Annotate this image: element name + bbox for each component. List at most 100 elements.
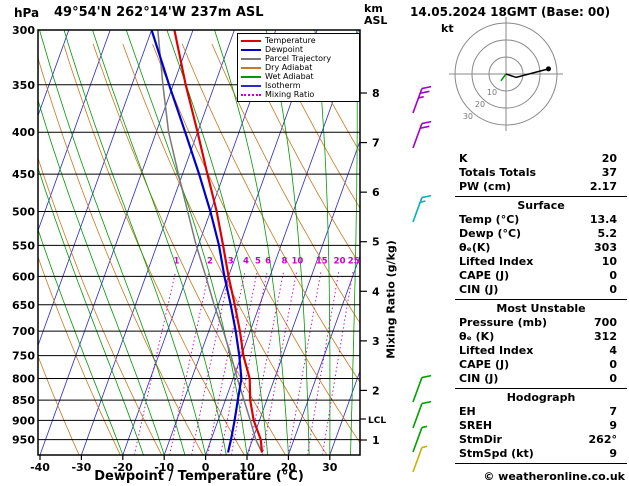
altitude-unit-km: km bbox=[364, 2, 383, 15]
panel-separator bbox=[455, 388, 627, 389]
panel-separator bbox=[455, 463, 627, 464]
panel-row-label: CIN (J) bbox=[459, 372, 499, 385]
wind-barb bbox=[412, 120, 432, 149]
pressure-tick-label: 750 bbox=[12, 350, 35, 363]
panel-row: StmDir 262° bbox=[455, 433, 627, 447]
panel-row: Pressure (mb) 700 bbox=[455, 316, 627, 330]
wind-barb bbox=[412, 400, 432, 429]
legend-label: Mixing Ratio bbox=[265, 90, 315, 99]
legend-line-sample bbox=[241, 39, 261, 42]
panel-row-label: SREH bbox=[459, 419, 493, 432]
temperature-tick-label: -40 bbox=[30, 461, 50, 474]
hodograph-trace bbox=[505, 68, 549, 79]
altitude-unit-asl: ASL bbox=[364, 14, 388, 27]
pressure-tick-label: 400 bbox=[12, 126, 35, 139]
wind-barb bbox=[412, 194, 432, 223]
panel-row: SREH 9 bbox=[455, 419, 627, 433]
km-tick-label: 5 bbox=[372, 236, 380, 249]
mixing-ratio-value-label: 10 bbox=[291, 256, 303, 266]
pressure-tick-label: 800 bbox=[12, 373, 35, 386]
panel-row-label: θₑ (K) bbox=[459, 330, 495, 343]
wind-barb bbox=[412, 425, 428, 453]
mixing-ratio-value-label: 5 bbox=[255, 256, 261, 266]
legend-line-sample bbox=[241, 75, 261, 78]
panel-row: EH 7 bbox=[455, 405, 627, 419]
plot-border bbox=[37, 29, 361, 456]
temperature-tick-label: -10 bbox=[154, 461, 174, 474]
datetime-title: 14.05.2024 18GMT (Base: 00) bbox=[410, 5, 611, 19]
panel-row-value: 10 bbox=[601, 255, 617, 268]
panel-row-label: Lifted Index bbox=[459, 344, 534, 357]
panel-row-value: 262° bbox=[588, 433, 617, 446]
parcel-trajectory-curve bbox=[157, 30, 263, 453]
km-tick-label: 2 bbox=[372, 384, 380, 397]
station-title: 49°54'N 262°14'W 237m ASL bbox=[54, 5, 264, 20]
temperature-tick-label: -20 bbox=[113, 461, 133, 474]
panel-row-label: K bbox=[459, 152, 468, 165]
km-tick-label: 6 bbox=[372, 186, 380, 199]
hodograph-ring-label: 30 bbox=[463, 112, 473, 121]
panel-row: Lifted Index 10 bbox=[455, 255, 627, 269]
pressure-tick-label: 350 bbox=[12, 79, 35, 92]
panel-row-value: 9 bbox=[609, 419, 617, 432]
km-tick-label: 4 bbox=[372, 285, 380, 298]
wind-barb bbox=[412, 445, 428, 473]
panel-section-title: Hodograph bbox=[506, 391, 576, 404]
panel-row-value: 37 bbox=[601, 166, 617, 179]
panel-row-value: 9 bbox=[609, 447, 617, 460]
pressure-axis-unit: hPa bbox=[14, 6, 40, 20]
panel-row: K 20 bbox=[455, 152, 627, 166]
x-axis-label: Dewpoint / Temperature (°C) bbox=[94, 469, 304, 484]
pressure-tick-label: 450 bbox=[12, 168, 35, 181]
panel-row-label: StmDir bbox=[459, 433, 502, 446]
panel-row-label: Totals Totals bbox=[459, 166, 537, 179]
pressure-tick-label: 550 bbox=[12, 239, 35, 252]
legend-label: Temperature bbox=[265, 36, 316, 45]
storm-motion-marker bbox=[546, 66, 551, 72]
hodograph-low-trace bbox=[500, 73, 507, 82]
panel-row-label: Temp (°C) bbox=[459, 213, 520, 226]
wind-barb bbox=[412, 374, 432, 403]
panel-separator bbox=[455, 196, 627, 197]
sounding-curves bbox=[150, 30, 264, 453]
pressure-tick-label: 650 bbox=[12, 299, 35, 312]
hodograph-unit-label: kt bbox=[441, 22, 454, 35]
copyright-text: © weatheronline.co.uk bbox=[483, 470, 625, 483]
panel-row: StmSpd (kt) 9 bbox=[455, 447, 627, 461]
pressure-tick-label: 900 bbox=[12, 414, 35, 427]
panel-separator bbox=[455, 299, 627, 300]
panel-row-label: StmSpd (kt) bbox=[459, 447, 534, 460]
km-tick-label: 1 bbox=[372, 434, 380, 447]
legend-label: Dewpoint bbox=[265, 45, 304, 54]
temperature-tick-label: -30 bbox=[71, 461, 91, 474]
panel-section-title: Most Unstable bbox=[496, 302, 586, 315]
wind-barb bbox=[412, 85, 432, 114]
mixing-ratio-value-label: 8 bbox=[281, 256, 287, 266]
panel-row-value: 0 bbox=[609, 372, 617, 385]
legend-line-sample bbox=[241, 93, 261, 96]
panel-row: Totals Totals 37 bbox=[455, 166, 627, 180]
panel-row: Lifted Index 4 bbox=[455, 344, 627, 358]
panel-row-value: 7 bbox=[609, 405, 617, 418]
panel-row-label: Lifted Index bbox=[459, 255, 534, 268]
panel-row-value: 20 bbox=[601, 152, 617, 165]
panel-row-value: 5.2 bbox=[597, 227, 618, 240]
dewpoint-curve bbox=[150, 30, 243, 453]
mixing-ratio-value-label: 4 bbox=[243, 256, 249, 266]
panel-row: CAPE (J) 0 bbox=[455, 358, 627, 372]
panel-row-label: Dewp (°C) bbox=[459, 227, 522, 240]
panel-row: CIN (J) 0 bbox=[455, 283, 627, 297]
mixing-ratio-axis-label: Mixing Ratio (g/kg) bbox=[384, 240, 398, 359]
panel-row-value: 312 bbox=[594, 330, 617, 343]
pressure-tick-label: 500 bbox=[12, 206, 35, 219]
mixing-ratio-value-label: 25 bbox=[348, 256, 360, 266]
panel-row: CAPE (J) 0 bbox=[455, 269, 627, 283]
panel-row-value: 700 bbox=[594, 316, 617, 329]
legend-line-sample bbox=[241, 66, 261, 69]
legend-line-sample bbox=[241, 84, 261, 87]
km-tick-label: 3 bbox=[372, 335, 380, 348]
km-tick-label: 7 bbox=[372, 137, 380, 150]
panel-row: θₑ (K) 312 bbox=[455, 330, 627, 344]
